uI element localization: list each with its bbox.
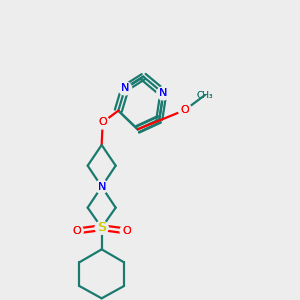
Text: O: O bbox=[72, 226, 81, 236]
Text: S: S bbox=[98, 221, 106, 234]
Circle shape bbox=[178, 103, 192, 117]
Text: N: N bbox=[98, 182, 106, 192]
Text: S: S bbox=[98, 221, 106, 234]
Text: O: O bbox=[122, 226, 131, 236]
Circle shape bbox=[157, 87, 170, 100]
Circle shape bbox=[95, 221, 108, 234]
Text: N: N bbox=[98, 182, 106, 192]
Text: O: O bbox=[98, 117, 107, 127]
Text: CH₃: CH₃ bbox=[197, 91, 213, 100]
Circle shape bbox=[95, 180, 108, 193]
Text: O: O bbox=[122, 226, 131, 236]
Text: N: N bbox=[159, 88, 167, 98]
Text: CH₃: CH₃ bbox=[197, 91, 213, 100]
Text: O: O bbox=[72, 226, 81, 236]
Text: N: N bbox=[121, 83, 129, 93]
Text: O: O bbox=[181, 105, 189, 115]
Text: O: O bbox=[98, 117, 107, 127]
Circle shape bbox=[120, 224, 133, 238]
Circle shape bbox=[96, 116, 109, 129]
Text: O: O bbox=[181, 105, 189, 115]
Circle shape bbox=[70, 224, 83, 238]
Text: N: N bbox=[121, 83, 129, 93]
Text: N: N bbox=[159, 88, 167, 98]
Circle shape bbox=[118, 82, 132, 95]
